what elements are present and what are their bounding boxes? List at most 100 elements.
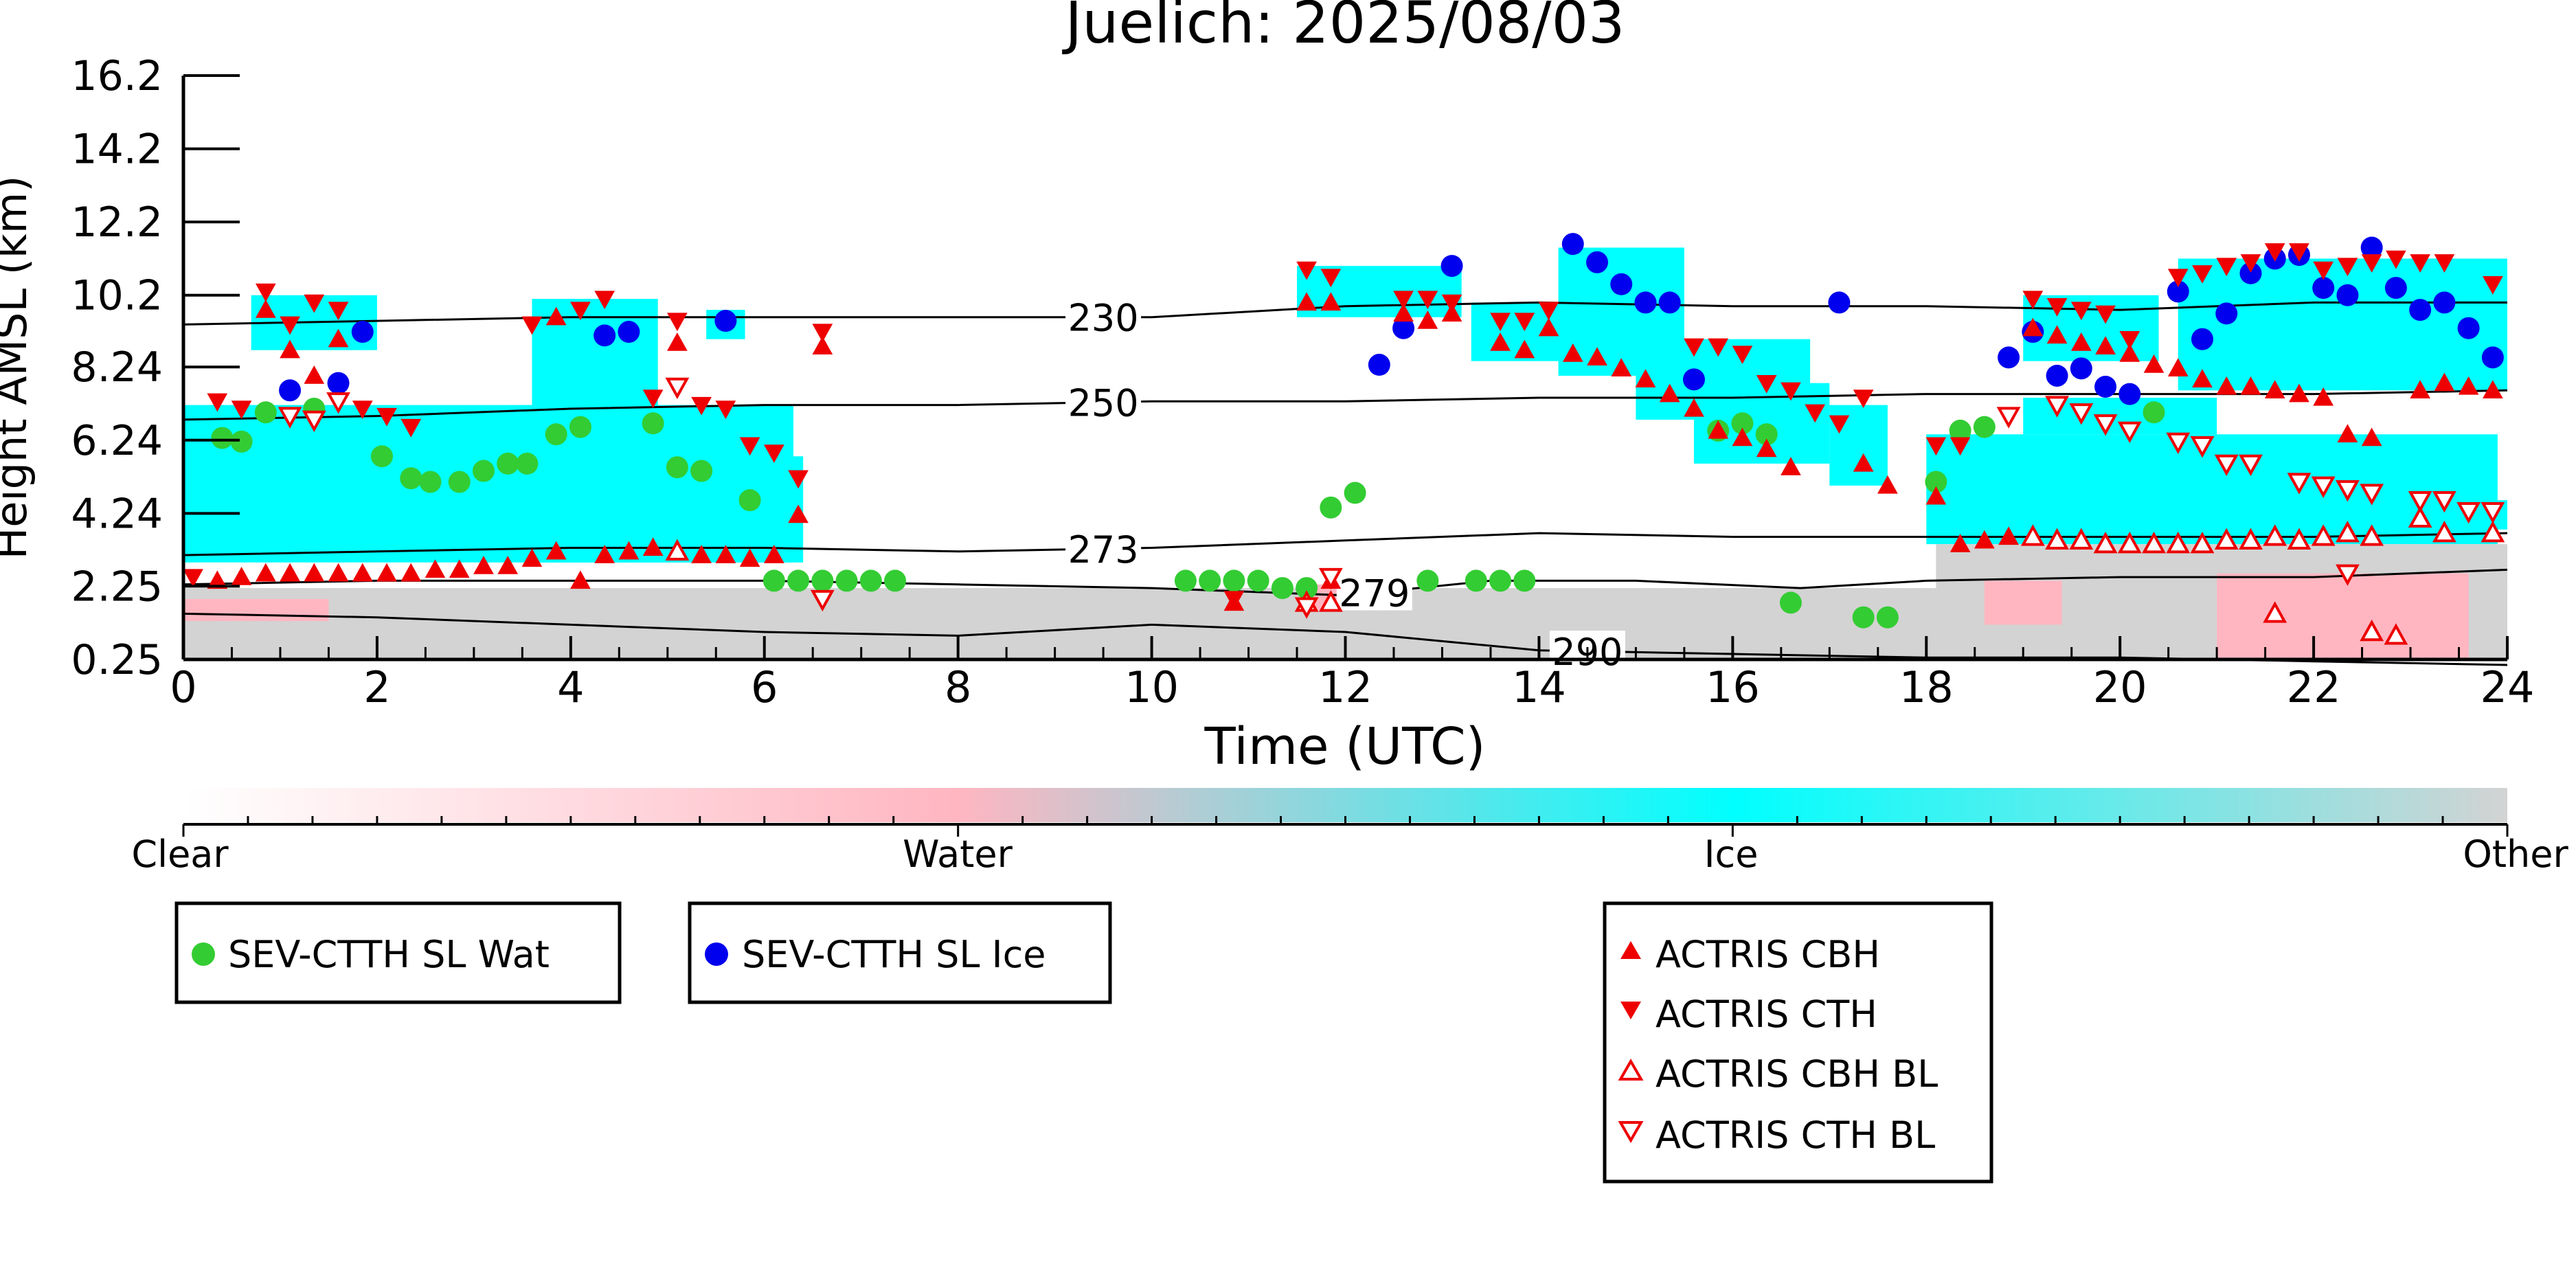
marker-actris-cth [1393, 291, 1414, 310]
legend-marker-cbh-bl [1618, 1058, 1644, 1081]
marker-sev-ctth-sl-ice [2457, 317, 2480, 339]
marker-actris-cbh [304, 563, 325, 582]
marker-actris-cbh [449, 559, 470, 578]
marker-actris-cth-bl [2069, 403, 2094, 425]
marker-sev-ctth-sl-wat [1223, 569, 1245, 592]
marker-actris-cbh [497, 556, 519, 574]
marker-actris-cth [2192, 265, 2213, 284]
marker-sev-ctth-sl-ice [2094, 375, 2117, 398]
marker-sev-ctth-sl-ice [1658, 291, 1681, 314]
marker-sev-ctth-sl-wat [1755, 423, 1778, 446]
marker-actris-cbh-bl [2432, 521, 2456, 543]
legend-entry: ACTRIS CBH BL [1656, 1052, 1938, 1096]
isotherm-label-bg [1065, 528, 1142, 567]
y-tick-label: 12.2 [71, 199, 163, 247]
marker-actris-cth-bl [2166, 432, 2191, 455]
legend-box [1603, 901, 1993, 1184]
marker-sev-ctth-sl-ice [2433, 291, 2456, 314]
marker-sev-ctth-sl-ice [1440, 255, 1463, 278]
marker-sev-ctth-sl-ice [1585, 251, 1608, 273]
y-tick-label: 6.24 [71, 417, 163, 465]
marker-actris-cth [2313, 261, 2334, 280]
cloud-region [1984, 580, 2062, 625]
marker-sev-ctth-sl-wat [230, 430, 253, 453]
isotherm-label: 273 [1068, 528, 1139, 572]
isotherm-line [183, 532, 2508, 556]
marker-actris-cbh-bl [1318, 590, 1343, 612]
marker-actris-cbh [2289, 383, 2309, 403]
retrieval-markers [183, 233, 2505, 645]
marker-actris-cth [1514, 313, 1535, 332]
marker-actris-cth [1538, 302, 1559, 321]
cloud-region [2178, 258, 2507, 391]
legend-entry: ACTRIS CTH BL [1656, 1114, 1935, 1157]
marker-actris-cth [2289, 243, 2309, 262]
marker-actris-cth-bl [2336, 564, 2360, 586]
marker-actris-cbh-bl [2384, 623, 2408, 645]
chart-title: Juelich: 2025/08/03 [1062, 0, 1625, 56]
marker-actris-cth [788, 470, 809, 489]
marker-actris-cth-bl [2432, 490, 2456, 513]
marker-actris-cth [1756, 374, 1777, 394]
marker-actris-cbh [2070, 332, 2092, 351]
marker-actris-cth [2022, 291, 2044, 310]
marker-sev-ctth-sl-wat [1174, 569, 1197, 592]
marker-actris-cbh-bl [2263, 524, 2287, 546]
marker-actris-cbh [691, 545, 712, 563]
marker-actris-cbh-bl [2045, 528, 2069, 550]
marker-actris-cth [183, 569, 203, 588]
marker-actris-cbh [2240, 376, 2261, 395]
marker-actris-cth [1296, 261, 1317, 280]
marker-sev-ctth-sl-wat [472, 460, 495, 482]
marker-actris-cbh-bl [2214, 528, 2239, 550]
marker-actris-cth [1320, 269, 1342, 288]
marker-actris-cbh-bl [2481, 521, 2505, 543]
marker-actris-cth-bl [810, 589, 835, 612]
x-tick-label: 2 [363, 662, 390, 712]
marker-actris-cth-bl [2093, 414, 2118, 436]
marker-actris-cth [1925, 437, 1947, 456]
marker-actris-cbh [2216, 376, 2237, 395]
marker-actris-cth [2386, 250, 2406, 269]
marker-sev-ctth-sl-ice [351, 321, 374, 343]
legend-sev-wat: SEV-CTTH SL Wat [174, 901, 622, 1004]
marker-sev-ctth-sl-ice [2336, 284, 2359, 306]
colorbar-label-other: Other [2463, 833, 2568, 876]
x-tick-label: 10 [1125, 662, 1179, 712]
marker-actris-cbh-bl [2069, 528, 2094, 550]
marker-actris-cbh [594, 545, 615, 563]
marker-actris-cth [2264, 243, 2285, 262]
marker-actris-cbh [739, 548, 760, 567]
marker-actris-cth [2483, 276, 2503, 295]
marker-actris-cbh [1538, 317, 1559, 337]
marker-actris-cth-bl [2045, 396, 2069, 418]
marker-actris-cth-bl [278, 407, 302, 429]
x-tick-label: 6 [751, 662, 778, 712]
legend-entry: ACTRIS CBH [1656, 933, 1880, 976]
marker-actris-cbh [545, 306, 567, 326]
x-tick-label: 22 [2287, 662, 2341, 712]
colorbar-label-water: Water [903, 833, 1013, 876]
marker-actris-cth-bl [1294, 597, 1319, 619]
marker-actris-cbh [1877, 475, 1898, 494]
legend-sev-ice: SEV-CTTH SL Ice [688, 901, 1112, 1004]
marker-actris-cth [1708, 338, 1729, 357]
marker-actris-cth [1853, 389, 1874, 408]
marker-actris-cbh [1853, 453, 1874, 472]
marker-sev-ctth-sl-wat [1465, 569, 1487, 592]
marker-sev-ctth-sl-wat [1296, 577, 1318, 600]
marker-actris-cbh [328, 563, 349, 582]
marker-actris-cth-bl [2336, 479, 2360, 502]
marker-actris-cth [521, 316, 543, 335]
marker-sev-ctth-sl-wat [545, 423, 567, 446]
x-tick-label: 14 [1512, 662, 1566, 712]
marker-actris-cth [2095, 305, 2116, 324]
marker-sev-ctth-sl-wat [497, 452, 519, 475]
marker-actris-cth-bl [2214, 454, 2239, 477]
marker-actris-cth-bl [665, 377, 690, 400]
legend-marker-cth [1620, 1002, 1641, 1019]
isotherm-label: 279 [1339, 572, 1410, 615]
marker-sev-ctth-sl-wat [1247, 569, 1269, 592]
marker-actris-cbh [376, 563, 397, 582]
marker-actris-cth [2216, 258, 2237, 277]
